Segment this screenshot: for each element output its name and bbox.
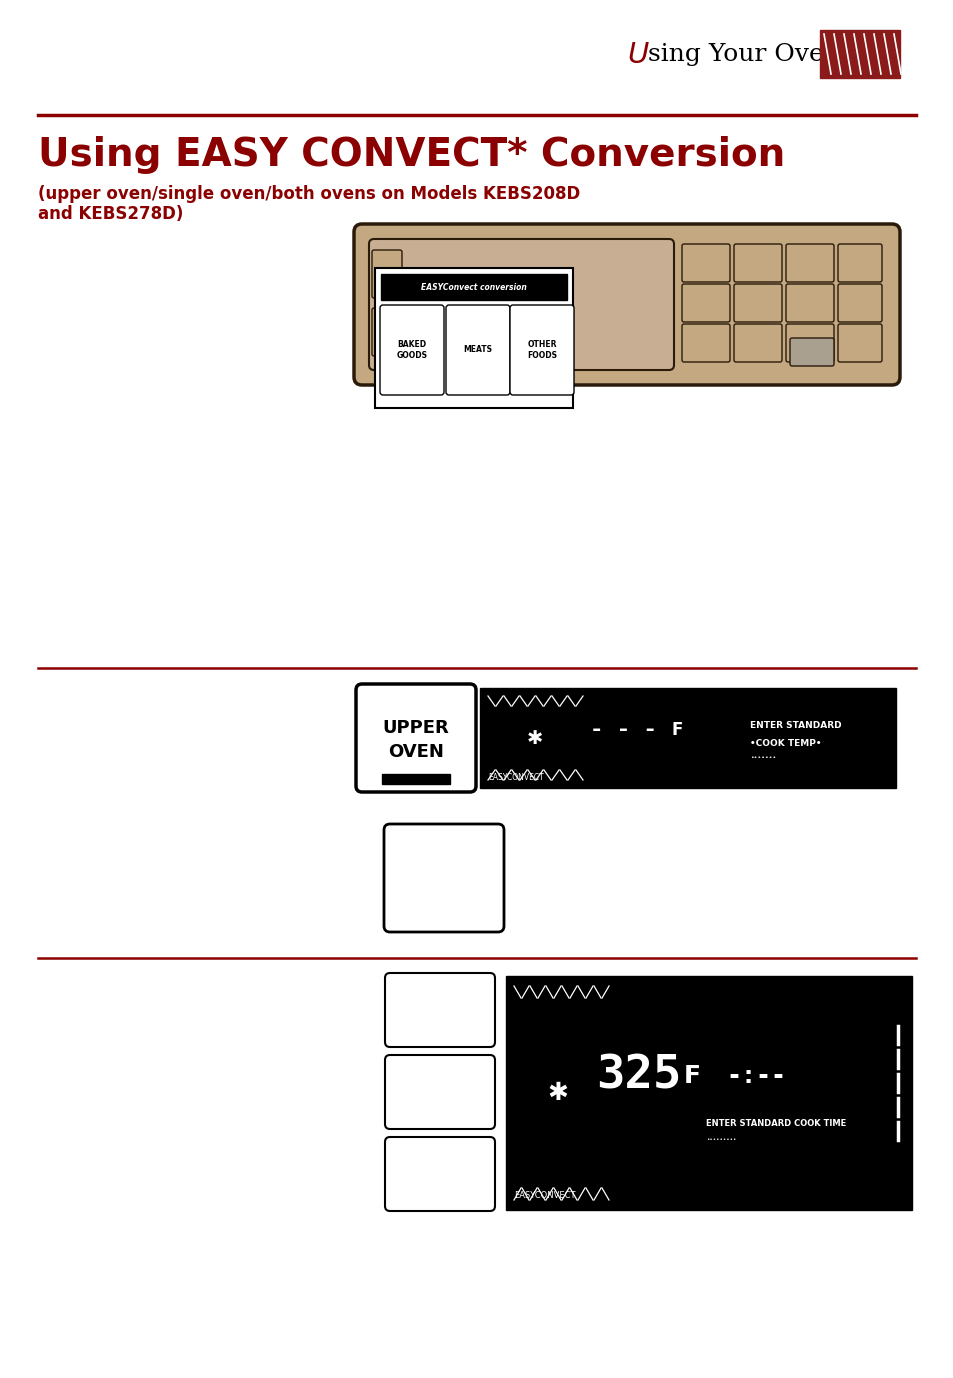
- FancyBboxPatch shape: [369, 238, 673, 371]
- Text: EASYCONVECT: EASYCONVECT: [488, 773, 543, 783]
- FancyBboxPatch shape: [385, 1137, 495, 1211]
- Text: •••••••••: •••••••••: [705, 1137, 736, 1141]
- Text: EASYCONVECT: EASYCONVECT: [514, 1192, 575, 1200]
- Bar: [505, 976, 911, 1210]
- Text: EASYConvect conversion: EASYConvect conversion: [420, 282, 526, 292]
- Bar: [381, 774, 450, 784]
- Text: ✱: ✱: [547, 1080, 568, 1105]
- FancyBboxPatch shape: [785, 284, 833, 322]
- FancyBboxPatch shape: [379, 305, 443, 395]
- FancyBboxPatch shape: [837, 244, 882, 282]
- FancyBboxPatch shape: [789, 338, 833, 367]
- FancyBboxPatch shape: [837, 284, 882, 322]
- Text: -:--: -:--: [725, 1064, 785, 1089]
- Text: ENTER STANDARD COOK TIME: ENTER STANDARD COOK TIME: [705, 1119, 845, 1129]
- Text: UPPER: UPPER: [382, 719, 449, 737]
- FancyBboxPatch shape: [446, 305, 510, 395]
- Text: BAKED
GOODS: BAKED GOODS: [396, 340, 427, 360]
- FancyBboxPatch shape: [510, 305, 574, 395]
- FancyBboxPatch shape: [837, 324, 882, 362]
- FancyBboxPatch shape: [385, 1056, 495, 1129]
- FancyBboxPatch shape: [681, 284, 729, 322]
- Text: MEATS: MEATS: [463, 346, 492, 354]
- Text: (upper oven/single oven/both ovens on Models KEBS208D: (upper oven/single oven/both ovens on Mo…: [38, 185, 579, 203]
- FancyBboxPatch shape: [355, 683, 476, 792]
- Bar: [375, 267, 573, 408]
- Text: OTHER
FOODS: OTHER FOODS: [526, 340, 557, 360]
- Bar: [479, 688, 895, 788]
- FancyBboxPatch shape: [785, 324, 833, 362]
- Text: Using EASY CONVECT* Conversion: Using EASY CONVECT* Conversion: [38, 136, 784, 174]
- Text: - - -: - - -: [589, 719, 657, 740]
- FancyBboxPatch shape: [681, 244, 729, 282]
- FancyBboxPatch shape: [372, 309, 401, 356]
- FancyBboxPatch shape: [372, 249, 401, 298]
- FancyBboxPatch shape: [354, 225, 899, 384]
- FancyBboxPatch shape: [733, 284, 781, 322]
- Bar: [380, 274, 566, 300]
- Text: and KEBS278D): and KEBS278D): [38, 205, 183, 223]
- Text: F: F: [683, 1064, 700, 1089]
- Bar: [820, 30, 899, 79]
- Text: ENTER STANDARD: ENTER STANDARD: [749, 722, 841, 730]
- Text: •••••••: •••••••: [749, 755, 776, 761]
- Text: •COOK TEMP•: •COOK TEMP•: [749, 739, 821, 747]
- Text: F: F: [671, 721, 682, 739]
- FancyBboxPatch shape: [733, 324, 781, 362]
- FancyBboxPatch shape: [785, 244, 833, 282]
- FancyBboxPatch shape: [733, 244, 781, 282]
- FancyBboxPatch shape: [384, 824, 503, 932]
- FancyBboxPatch shape: [681, 324, 729, 362]
- Text: 325: 325: [596, 1054, 680, 1098]
- FancyBboxPatch shape: [385, 973, 495, 1047]
- Text: $\mathit{U}$: $\mathit{U}$: [626, 41, 649, 69]
- Text: ✱: ✱: [526, 729, 542, 747]
- Text: OVEN: OVEN: [388, 743, 443, 761]
- Text: sing Your Oven: sing Your Oven: [647, 44, 839, 66]
